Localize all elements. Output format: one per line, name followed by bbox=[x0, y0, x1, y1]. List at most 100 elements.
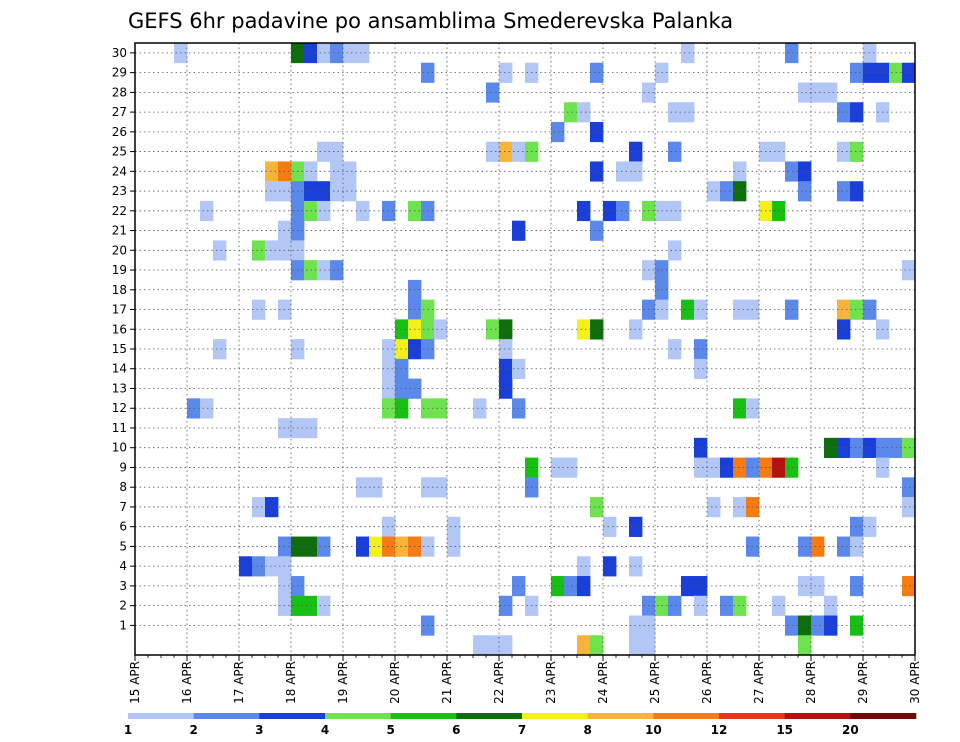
y-tick-label: 7 bbox=[119, 500, 127, 514]
heatmap-cell bbox=[252, 556, 266, 577]
heatmap-cell bbox=[850, 181, 864, 202]
heatmap-cell bbox=[603, 516, 617, 537]
heatmap-cell bbox=[330, 161, 344, 182]
heatmap-cell bbox=[564, 102, 578, 123]
heatmap-cell bbox=[382, 398, 396, 419]
colorbar-label: 12 bbox=[711, 723, 728, 737]
heatmap-cell bbox=[837, 437, 851, 458]
x-tick-label: 30 APR bbox=[908, 661, 922, 704]
heatmap-cell bbox=[343, 161, 357, 182]
heatmap-cell bbox=[824, 615, 838, 636]
heatmap-cell bbox=[733, 457, 747, 478]
heatmap-cell bbox=[590, 497, 604, 518]
heatmap-cell bbox=[668, 200, 682, 222]
heatmap-cell bbox=[252, 299, 266, 320]
heatmap-cell bbox=[785, 161, 799, 182]
x-tick-label: 23 APR bbox=[544, 661, 558, 704]
heatmap-cell bbox=[577, 556, 591, 577]
y-tick-label: 1 bbox=[119, 618, 127, 632]
heatmap-cell bbox=[811, 576, 825, 597]
x-tick-label: 21 APR bbox=[440, 661, 454, 704]
y-tick-label: 21 bbox=[112, 224, 127, 238]
y-tick-label: 26 bbox=[112, 125, 127, 139]
colorbar-label: 7 bbox=[518, 723, 526, 737]
heatmap-cell bbox=[369, 536, 383, 557]
heatmap-cell bbox=[382, 339, 396, 360]
heatmap-cell bbox=[382, 200, 396, 222]
colorbar-label: 1 bbox=[124, 723, 132, 737]
heatmap-cell bbox=[499, 339, 513, 360]
heatmap-cell bbox=[720, 595, 734, 616]
heatmap-cell bbox=[694, 576, 708, 597]
heatmap-cell bbox=[577, 635, 591, 656]
heatmap-cell bbox=[564, 576, 578, 597]
heatmap-cell bbox=[499, 319, 513, 340]
heatmap-cell bbox=[447, 536, 461, 557]
heatmap-cell bbox=[733, 595, 747, 616]
heatmap-cell bbox=[850, 62, 864, 83]
heatmap-cell bbox=[551, 121, 565, 143]
heatmap-cell bbox=[239, 556, 253, 577]
heatmap-cell bbox=[850, 437, 864, 458]
heatmap-cell bbox=[733, 181, 747, 202]
y-tick-label: 3 bbox=[119, 579, 127, 593]
heatmap-cell bbox=[850, 576, 864, 597]
y-tick-label: 17 bbox=[112, 303, 127, 317]
heatmap-cell bbox=[330, 141, 344, 162]
heatmap-cell bbox=[265, 240, 279, 261]
y-tick-label: 19 bbox=[112, 263, 127, 277]
heatmap-cell bbox=[694, 437, 708, 458]
heatmap-cell bbox=[317, 536, 331, 557]
x-tick-label: 27 APR bbox=[752, 661, 766, 704]
heatmap-cell bbox=[551, 576, 565, 597]
x-tick-label: 15 APR bbox=[128, 661, 142, 704]
heatmap-cell bbox=[577, 576, 591, 597]
heatmap-cell bbox=[551, 457, 565, 478]
heatmap-cell bbox=[798, 161, 812, 182]
heatmap-cell bbox=[499, 358, 513, 380]
heatmap-cell bbox=[733, 299, 747, 320]
heatmap-cell bbox=[785, 43, 799, 64]
heatmap-cell bbox=[824, 595, 838, 616]
y-tick-label: 8 bbox=[119, 480, 127, 494]
heatmap-cell bbox=[837, 319, 851, 340]
y-tick-label: 29 bbox=[112, 66, 127, 80]
colorbar-swatch bbox=[456, 713, 523, 719]
colorbar-label: 4 bbox=[321, 723, 329, 737]
colorbar-label: 2 bbox=[189, 723, 197, 737]
heatmap-cell bbox=[577, 200, 591, 222]
y-tick-label: 20 bbox=[112, 243, 127, 257]
heatmap-cell bbox=[668, 102, 682, 123]
y-tick-label: 4 bbox=[119, 559, 127, 573]
colorbar-label: 3 bbox=[255, 723, 263, 737]
heatmap-cell bbox=[434, 477, 448, 498]
heatmap-cell bbox=[850, 141, 864, 162]
heatmap-cell bbox=[681, 576, 695, 597]
heatmap-cell bbox=[850, 102, 864, 123]
heatmap-cell bbox=[811, 82, 825, 103]
heatmap-cell bbox=[447, 516, 461, 537]
heatmap-cell bbox=[356, 536, 370, 557]
heatmap-cell bbox=[499, 62, 513, 83]
heatmap-cell bbox=[798, 82, 812, 103]
heatmap-cell bbox=[694, 358, 708, 380]
x-axis: 15 APR 16 APR 17 APR 18 APR 19 APR 20 APR 21 A… bbox=[128, 655, 922, 704]
heatmap-cell bbox=[590, 121, 604, 143]
colorbar-swatch bbox=[522, 713, 588, 719]
heatmap-cell bbox=[590, 220, 604, 241]
heatmap-cell bbox=[902, 260, 916, 281]
heatmap-cell bbox=[837, 102, 851, 123]
heatmap-cell bbox=[798, 576, 812, 597]
heatmap-cell bbox=[382, 378, 396, 399]
heatmap-cell bbox=[434, 398, 448, 419]
heatmap-cell bbox=[382, 358, 396, 380]
heatmap-cell bbox=[616, 200, 630, 222]
heatmap-cell bbox=[577, 102, 591, 123]
heatmap-cell bbox=[356, 43, 370, 64]
heatmap-cell bbox=[681, 43, 695, 64]
heatmap-cell bbox=[382, 536, 396, 557]
heatmap-cell bbox=[850, 299, 864, 320]
y-tick-label: 5 bbox=[119, 539, 127, 553]
heatmap-cell bbox=[681, 102, 695, 123]
